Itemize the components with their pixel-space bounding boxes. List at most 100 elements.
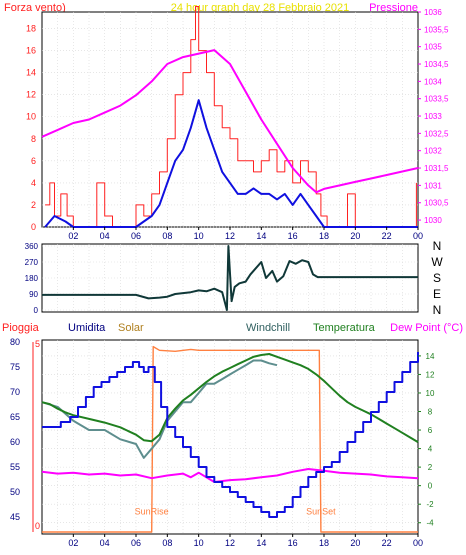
wind-y-tick-label: 18 (26, 24, 36, 34)
sunrise-annotation: SunRise (135, 506, 169, 516)
wind-y-tick-label: 0 (31, 222, 36, 232)
x-tick-label: 08 (162, 231, 172, 241)
pressure-y-tick-label: 1034 (424, 77, 442, 86)
x-tick-label: 14 (256, 538, 266, 548)
sunset-annotation: SunSet (306, 506, 336, 516)
humidity-label: Umidita (68, 322, 106, 334)
humidity-y-tick-label: 50 (10, 487, 20, 497)
x-tick-label: 06 (131, 231, 141, 241)
x-tick-label: 20 (350, 538, 360, 548)
direction-y-tick-label: 180 (25, 274, 39, 283)
pressure-y-tick-label: 1034,5 (424, 60, 449, 69)
pressure-y-tick-label: 1032,5 (424, 129, 449, 138)
x-tick-label: 10 (194, 231, 204, 241)
pressure-y-tick-label: 1031 (424, 181, 442, 190)
x-tick-label: 20 (350, 231, 360, 241)
x-tick-label: 18 (319, 538, 329, 548)
dewpoint-label: Dew Point (°C) (390, 322, 463, 334)
x-tick-label: 16 (288, 231, 298, 241)
humidity-y-tick-label: 75 (10, 362, 20, 372)
pressure-y-tick-label: 1033 (424, 112, 442, 121)
temp-y-tick-label: -2 (426, 500, 434, 509)
wind-y-tick-label: 4 (31, 178, 36, 188)
rain-label: Pioggia (2, 322, 40, 334)
humidity-y-tick-label: 70 (10, 387, 20, 397)
pressure-y-tick-label: 1036 (424, 8, 442, 17)
humidity-line (42, 352, 419, 518)
humidity-y-tick-label: 55 (10, 462, 20, 472)
temperature-label: Temperatura (313, 322, 376, 334)
gust-line (45, 6, 417, 228)
temperature-line (41, 353, 419, 443)
temp-y-tick-label: 4 (428, 445, 433, 454)
solar-label: Solar (118, 322, 144, 334)
temp-y-tick-label: 6 (428, 426, 433, 435)
pressure-axis-title: Pressione (369, 2, 418, 14)
x-tick-label: 02 (68, 538, 78, 548)
pressure-y-tick-label: 1033,5 (424, 95, 449, 104)
direction-y-tick-label: 360 (25, 242, 39, 251)
pressure-line (41, 49, 419, 194)
pressure-y-tick-label: 1035 (424, 43, 442, 52)
x-tick-label: 00 (413, 538, 423, 548)
compass-label: N (433, 303, 442, 317)
x-tick-label: 04 (100, 231, 110, 241)
x-tick-label: 10 (194, 538, 204, 548)
temp-y-tick-label: 12 (426, 370, 435, 379)
temp-x-ticks: 02 04 06 08 10 12 14 16 18 20 22 00 (68, 534, 423, 548)
x-tick-label: 22 (382, 231, 392, 241)
rain-y-tick-label: 5 (35, 339, 40, 349)
x-tick-label: 04 (100, 538, 110, 548)
pressure-y-tick-label: 1035,5 (424, 25, 449, 34)
wind-y-tick-label: 14 (26, 68, 36, 78)
x-tick-label: 02 (68, 231, 78, 241)
x-tick-label: 12 (225, 231, 235, 241)
wind-y-tick-label: 10 (26, 112, 36, 122)
humidity-y-tick-label: 45 (10, 512, 20, 522)
pressure-y-ticks: 1030 1030,5 1031 1031,5 1032 1032,5 1033 1033,5… (418, 8, 449, 225)
windchill-line (41, 359, 278, 459)
x-tick-label: 14 (256, 231, 266, 241)
wind-y-tick-label: 12 (26, 90, 36, 100)
solar-line (42, 345, 418, 533)
x-tick-label: 08 (162, 538, 172, 548)
temp-y-tick-label: 10 (426, 389, 435, 398)
temp-y-ticks: -4 -2 0 2 4 6 8 10 12 14 (418, 352, 435, 528)
compass-label: W (431, 255, 443, 269)
wind-plot-frame (41, 11, 419, 228)
pressure-y-tick-label: 1032 (424, 147, 442, 156)
wind-axis-title: Forza vento) (4, 2, 66, 14)
wind-y-ticks: 0 2 4 6 8 10 12 14 16 18 (26, 24, 36, 232)
humidity-y-tick-label: 65 (10, 412, 20, 422)
compass-label: N (433, 239, 442, 253)
direction-y-ticks: 360 270 180 90 0 (25, 242, 39, 315)
x-tick-label: 22 (382, 538, 392, 548)
direction-series (42, 245, 418, 311)
pressure-y-tick-label: 1030 (424, 216, 442, 225)
direction-y-tick-label: 0 (34, 306, 39, 315)
x-tick-label: 18 (319, 231, 329, 241)
temp-y-tick-label: 8 (428, 408, 433, 417)
temp-y-tick-label: -4 (426, 519, 434, 528)
x-tick-label: 06 (131, 538, 141, 548)
pressure-y-tick-label: 1030,5 (424, 199, 449, 208)
humidity-y-tick-label: 80 (10, 337, 20, 347)
wind-y-tick-label: 8 (31, 134, 36, 144)
x-tick-label: 16 (288, 538, 298, 548)
windchill-label: Windchill (246, 322, 290, 334)
compass-label: E (433, 287, 441, 301)
humidity-y-tick-label: 60 (10, 437, 20, 447)
direction-line (42, 245, 418, 311)
wind-y-tick-label: 6 (31, 156, 36, 166)
temp-y-tick-label: 14 (426, 352, 435, 361)
temp-y-tick-label: 2 (428, 463, 433, 472)
rain-y-tick-label: 0 (35, 521, 40, 531)
compass-label: S (433, 271, 441, 285)
wind-line (44, 99, 418, 228)
x-tick-label: 12 (225, 538, 235, 548)
direction-y-tick-label: 270 (25, 258, 39, 267)
direction-y-tick-label: 90 (29, 290, 38, 299)
